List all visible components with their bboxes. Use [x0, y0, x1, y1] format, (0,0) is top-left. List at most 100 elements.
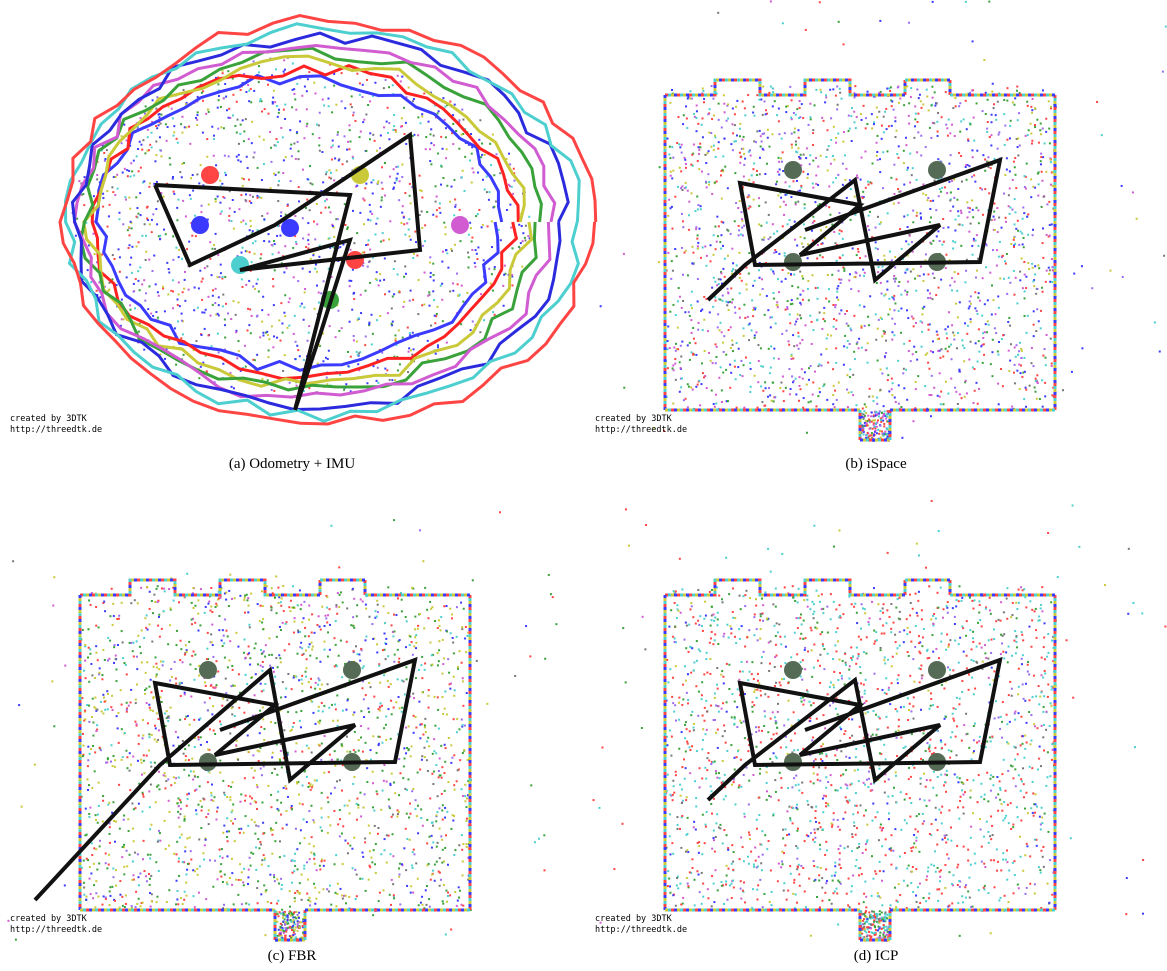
point	[248, 751, 250, 753]
point	[680, 367, 682, 369]
point	[759, 277, 761, 279]
point	[837, 285, 839, 287]
point	[180, 337, 182, 339]
point	[218, 314, 220, 316]
point	[336, 613, 338, 615]
point	[893, 164, 895, 166]
point	[715, 248, 717, 250]
point	[285, 788, 287, 790]
point	[717, 12, 719, 14]
point	[941, 116, 943, 118]
point	[220, 876, 222, 878]
point	[245, 795, 247, 797]
point	[768, 214, 770, 216]
point	[392, 84, 394, 86]
point	[445, 157, 447, 159]
point	[899, 228, 901, 230]
point	[346, 228, 348, 230]
point	[891, 339, 893, 341]
point	[777, 194, 779, 196]
point	[83, 882, 85, 884]
point	[159, 235, 161, 237]
point	[101, 710, 103, 712]
point	[922, 280, 924, 282]
point	[756, 94, 758, 96]
point	[157, 739, 159, 741]
point	[674, 358, 676, 360]
point	[743, 153, 745, 155]
point	[250, 332, 252, 334]
point	[886, 128, 888, 130]
point	[739, 152, 741, 154]
point	[674, 248, 676, 250]
point	[383, 764, 385, 766]
point	[97, 822, 99, 824]
point	[860, 113, 862, 115]
point	[378, 665, 380, 667]
point	[240, 879, 242, 881]
point	[754, 280, 756, 282]
point	[256, 195, 258, 197]
point	[753, 140, 755, 142]
point	[190, 696, 192, 698]
point	[297, 280, 299, 282]
point	[172, 290, 174, 292]
point	[230, 318, 232, 320]
point	[352, 867, 354, 869]
point	[294, 892, 296, 894]
point	[905, 240, 907, 242]
point	[430, 142, 432, 144]
point	[336, 694, 338, 696]
point	[393, 114, 395, 116]
point	[138, 743, 140, 745]
point	[786, 306, 788, 308]
point	[249, 664, 251, 666]
point	[524, 237, 526, 239]
point	[408, 725, 410, 727]
point	[893, 193, 895, 195]
point	[96, 290, 98, 292]
point	[929, 208, 931, 210]
point	[940, 348, 942, 350]
point	[377, 218, 379, 220]
point	[468, 234, 470, 236]
point	[436, 209, 438, 211]
point	[727, 400, 729, 402]
point	[727, 255, 729, 257]
point	[433, 738, 435, 740]
point	[799, 157, 801, 159]
point	[358, 136, 360, 138]
point	[752, 112, 754, 114]
point	[1042, 156, 1044, 158]
point	[714, 182, 716, 184]
point	[878, 111, 880, 113]
point	[677, 116, 679, 118]
point	[748, 179, 750, 181]
point	[311, 183, 313, 185]
point	[370, 749, 372, 751]
point	[166, 710, 168, 712]
point	[409, 839, 411, 841]
point	[771, 133, 773, 135]
point	[291, 106, 293, 108]
point	[1044, 142, 1046, 144]
point	[381, 742, 383, 744]
point	[984, 158, 986, 160]
point	[384, 195, 386, 197]
point	[163, 229, 165, 231]
point	[214, 733, 216, 735]
point	[875, 415, 877, 417]
point	[371, 213, 373, 215]
point	[308, 243, 310, 245]
point	[461, 834, 463, 836]
point	[217, 333, 219, 335]
point	[210, 587, 212, 589]
point	[822, 318, 824, 320]
point	[710, 146, 712, 148]
point	[190, 850, 192, 852]
point	[425, 731, 427, 733]
point	[261, 670, 263, 672]
point	[235, 632, 237, 634]
point	[278, 319, 280, 321]
point	[974, 291, 976, 293]
